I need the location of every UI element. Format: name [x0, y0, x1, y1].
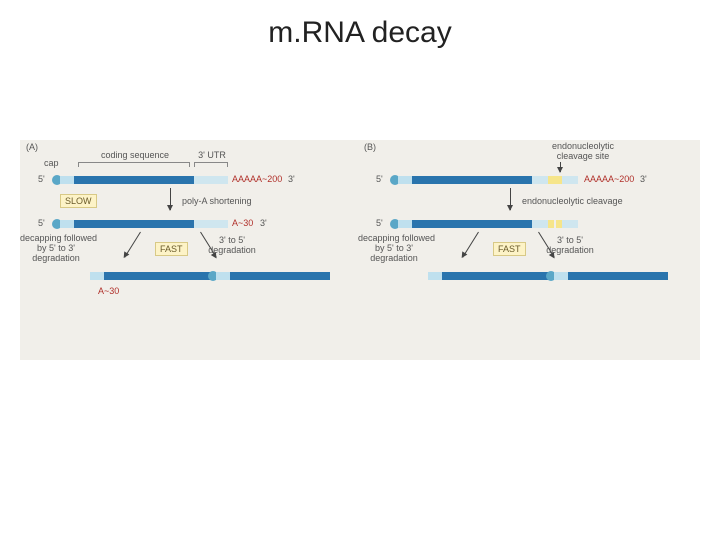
arrow-a-left	[124, 232, 141, 258]
mrna-b-row1	[390, 176, 578, 184]
right-path-b: 3' to 5'degradation	[540, 236, 600, 256]
utr-bracket	[194, 162, 228, 166]
diagram-container: (A) cap coding sequence 3' UTR 5' AAAAA~…	[20, 140, 700, 360]
panel-b: (B) endonucleolyticcleavage site 5' AAAA…	[360, 140, 700, 360]
endo-site-label: endonucleolyticcleavage site	[538, 142, 628, 162]
mrna-b-row2-left	[390, 220, 554, 228]
panel-a-tag: (A)	[26, 142, 38, 152]
utr-label: 3' UTR	[192, 150, 232, 160]
polya-short-a3: A~30	[98, 286, 119, 296]
arrow-a1	[170, 188, 171, 210]
five-prime-b2: 5'	[376, 218, 383, 228]
mrna-a-row2	[52, 220, 228, 228]
slow-box: SLOW	[60, 194, 97, 208]
mrna-b-row2-right	[556, 220, 578, 228]
left-path-a: decapping followedby 5' to 3'degradation	[20, 234, 92, 264]
endo-site-pointer	[560, 162, 561, 172]
polya-short-a2: A~30	[232, 218, 253, 228]
step1-b: endonucleolytic cleavage	[522, 196, 623, 206]
coding-bracket	[78, 162, 190, 166]
coding-label: coding sequence	[90, 150, 180, 160]
step1-a: poly-A shortening	[182, 196, 252, 206]
panel-a: (A) cap coding sequence 3' UTR 5' AAAAA~…	[20, 140, 360, 360]
mrna-a-row1	[52, 176, 228, 184]
polya-full-b: AAAAA~200	[584, 174, 634, 184]
three-prime-a1: 3'	[288, 174, 295, 184]
mrna-a-row3-right	[208, 272, 330, 280]
cap-label: cap	[44, 158, 59, 168]
five-prime-a2: 5'	[38, 218, 45, 228]
fast-box-a: FAST	[155, 242, 188, 256]
fast-box-b: FAST	[493, 242, 526, 256]
mrna-b-row3-right	[546, 272, 668, 280]
arrow-b1	[510, 188, 511, 210]
panel-b-tag: (B)	[364, 142, 376, 152]
three-prime-b1: 3'	[640, 174, 647, 184]
arrow-b-left	[462, 232, 479, 258]
polya-full-a: AAAAA~200	[232, 174, 282, 184]
right-path-a: 3' to 5'degradation	[202, 236, 262, 256]
five-prime-a1: 5'	[38, 174, 45, 184]
five-prime-b1: 5'	[376, 174, 383, 184]
page-title: m.RNA decay	[0, 16, 720, 50]
three-prime-a2: 3'	[260, 218, 267, 228]
left-path-b: decapping followedby 5' to 3'degradation	[358, 234, 430, 264]
